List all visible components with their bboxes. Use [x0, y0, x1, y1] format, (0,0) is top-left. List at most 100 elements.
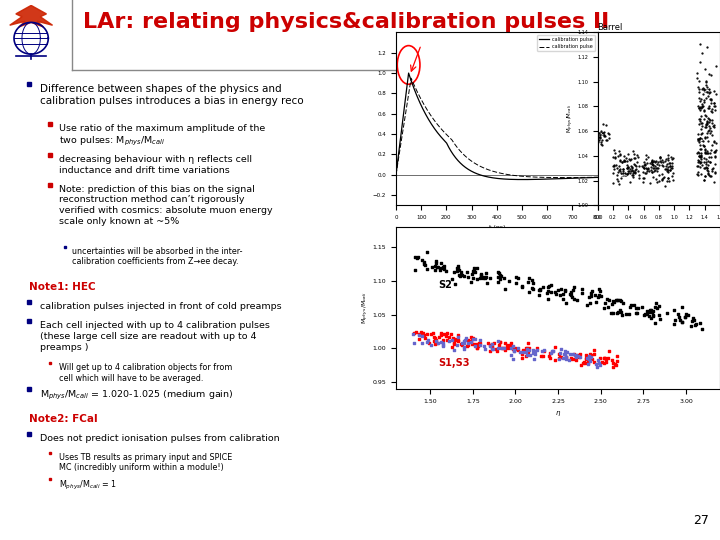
Point — [709, 152, 720, 160]
Point — [554, 291, 566, 300]
Point — [626, 163, 638, 171]
Point — [563, 355, 575, 364]
Text: S2: S2 — [703, 89, 711, 94]
Point — [529, 349, 541, 358]
Point — [584, 292, 595, 301]
Point — [613, 150, 625, 159]
Point — [657, 158, 669, 167]
Point — [590, 298, 602, 306]
Point — [409, 328, 420, 337]
Point — [521, 345, 532, 354]
Point — [565, 353, 577, 362]
Point — [642, 153, 654, 161]
Point — [648, 164, 660, 172]
Point — [490, 345, 502, 353]
Point — [665, 162, 676, 171]
Point — [650, 164, 662, 172]
Point — [574, 353, 585, 361]
Point — [475, 271, 487, 279]
Point — [468, 340, 480, 349]
Point — [465, 278, 477, 286]
Point — [701, 129, 713, 137]
Point — [467, 334, 479, 342]
Text: M$_{phys}$/M$_{cali}$ = 1: M$_{phys}$/M$_{cali}$ = 1 — [59, 479, 117, 492]
Point — [698, 84, 710, 93]
Point — [695, 134, 706, 143]
Point — [580, 354, 591, 363]
Point — [621, 157, 633, 166]
Point — [703, 171, 715, 180]
Point — [494, 338, 505, 347]
Text: Does not predict ionisation pulses from calibration: Does not predict ionisation pulses from … — [40, 434, 279, 443]
Point — [648, 157, 660, 165]
Point — [696, 325, 707, 333]
Point — [692, 147, 703, 156]
Point — [700, 159, 711, 168]
Point — [582, 355, 594, 364]
Point — [624, 156, 636, 165]
Point — [570, 351, 581, 360]
Point — [647, 160, 659, 169]
Point — [446, 342, 458, 351]
Point — [527, 285, 539, 294]
Point — [614, 156, 626, 165]
Point — [487, 340, 498, 348]
Point — [571, 295, 582, 304]
Point — [688, 314, 699, 322]
Point — [706, 94, 717, 103]
Point — [633, 152, 644, 161]
Point — [654, 152, 666, 161]
Point — [498, 343, 509, 352]
Point — [694, 104, 706, 113]
Point — [696, 125, 707, 133]
Point — [693, 104, 704, 112]
Point — [668, 320, 680, 328]
Point — [644, 307, 656, 315]
Point — [643, 167, 654, 176]
Point — [664, 166, 675, 174]
Point — [641, 159, 652, 167]
Point — [416, 339, 428, 348]
Point — [703, 122, 715, 130]
Point — [613, 177, 624, 186]
Point — [703, 160, 714, 169]
Point — [641, 154, 652, 163]
Point — [572, 351, 584, 360]
Point — [509, 344, 521, 353]
Point — [662, 163, 674, 171]
Point — [517, 281, 528, 290]
Point — [523, 274, 535, 282]
Point — [702, 137, 714, 145]
Point — [627, 169, 639, 178]
X-axis label: $\eta$: $\eta$ — [555, 409, 561, 418]
Point — [596, 136, 608, 145]
Point — [466, 336, 477, 345]
Point — [616, 157, 627, 166]
Point — [418, 259, 430, 268]
Point — [608, 161, 619, 170]
Point — [673, 313, 685, 322]
Point — [448, 338, 459, 347]
Point — [600, 120, 612, 129]
Point — [630, 168, 642, 177]
Point — [710, 90, 720, 98]
Point — [451, 340, 463, 349]
calibration pulse — [588, 174, 596, 180]
Point — [472, 342, 484, 350]
calibration pulse — [402, 106, 410, 112]
Point — [485, 340, 496, 349]
Point — [696, 118, 708, 127]
Point — [609, 148, 621, 157]
Point — [420, 329, 432, 338]
Point — [593, 132, 605, 141]
Point — [710, 62, 720, 70]
Point — [577, 358, 588, 367]
Point — [598, 359, 610, 367]
Point — [654, 171, 665, 179]
Point — [662, 174, 673, 183]
Point — [695, 115, 706, 124]
Point — [603, 347, 614, 355]
Point — [692, 135, 703, 144]
Point — [452, 331, 464, 340]
Point — [708, 123, 720, 132]
